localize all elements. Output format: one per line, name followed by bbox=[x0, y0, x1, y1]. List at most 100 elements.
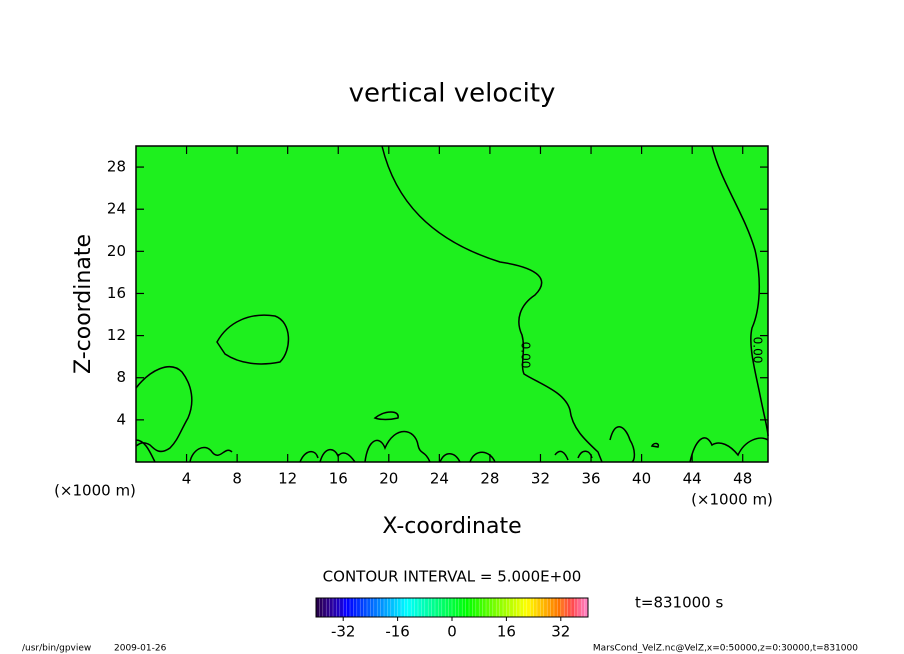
colorbar-tick-label: 32 bbox=[551, 623, 570, 641]
colorbar-cell bbox=[564, 598, 568, 617]
colorbar-tick-label: 0 bbox=[447, 623, 457, 641]
y-tick-label: 16 bbox=[107, 284, 126, 302]
colorbar-cell bbox=[401, 598, 405, 617]
colorbar-cell bbox=[438, 598, 443, 617]
colorbar-cell bbox=[489, 598, 494, 617]
plot-frame bbox=[135, 145, 769, 463]
colorbar-cell bbox=[584, 598, 589, 617]
colorbar-cell bbox=[390, 598, 395, 617]
colorbar-cell bbox=[387, 598, 392, 617]
colorbar-cell bbox=[441, 598, 446, 617]
plot-area bbox=[136, 146, 768, 462]
x-tick-label: 28 bbox=[480, 470, 499, 488]
x-tick-label: 20 bbox=[379, 470, 398, 488]
colorbar-cell bbox=[319, 598, 324, 617]
contour-line bbox=[135, 366, 193, 453]
colorbar-cell bbox=[537, 598, 541, 617]
colorbar-cell bbox=[506, 598, 511, 617]
colorbar-cell bbox=[486, 598, 490, 617]
colorbar-cell bbox=[333, 598, 337, 617]
colorbar-cell bbox=[472, 598, 477, 617]
colorbar-cell bbox=[465, 598, 470, 617]
colorbar-cell bbox=[435, 598, 439, 617]
y-tick-label: 4 bbox=[116, 410, 126, 428]
y-tick-label: 12 bbox=[107, 326, 126, 344]
colorbar-cell bbox=[326, 598, 330, 617]
colorbar-cell bbox=[475, 598, 480, 617]
colorbar-cell bbox=[581, 598, 585, 617]
colorbar-cell bbox=[523, 598, 528, 617]
colorbar-cell bbox=[428, 598, 432, 617]
colorbar-cell bbox=[509, 598, 514, 617]
colorbar-cell bbox=[343, 598, 347, 617]
colorbar-cell bbox=[407, 598, 412, 617]
y-unit: (×1000 m) bbox=[54, 482, 136, 500]
colorbar-cell bbox=[360, 598, 364, 617]
colorbar-cell bbox=[424, 598, 429, 617]
y-tick-label: 24 bbox=[107, 200, 126, 218]
colorbar-tick-label: -16 bbox=[385, 623, 410, 641]
colorbar-cell bbox=[339, 598, 344, 617]
colorbar-cell bbox=[370, 598, 375, 617]
colorbar-cell bbox=[353, 598, 358, 617]
colorbar-cell bbox=[530, 598, 534, 617]
colorbar-cell bbox=[554, 598, 558, 617]
contour-label: 0.00 bbox=[751, 337, 765, 364]
y-axis-title: Z-coordinate bbox=[71, 234, 96, 374]
colorbar-cell bbox=[520, 598, 524, 617]
colorbar-cell bbox=[482, 598, 487, 617]
x-tick-label: 36 bbox=[581, 470, 600, 488]
colorbar-cell bbox=[445, 598, 449, 617]
colorbar-cell bbox=[574, 598, 579, 617]
y-tick-label: 20 bbox=[107, 242, 126, 260]
colorbar-cell bbox=[363, 598, 368, 617]
colorbar-cell bbox=[567, 598, 572, 617]
y-tick-label: 8 bbox=[116, 368, 126, 386]
colorbar-cell bbox=[397, 598, 402, 617]
colorbar-cell bbox=[336, 598, 341, 617]
colorbar-cell bbox=[571, 598, 575, 617]
colorbar-cell bbox=[577, 598, 582, 617]
colorbar-cell bbox=[414, 598, 419, 617]
colorbar-cell bbox=[448, 598, 453, 617]
colorbar-cell bbox=[346, 598, 351, 617]
y-tick-label: 28 bbox=[107, 158, 126, 176]
colorbar-cell bbox=[560, 598, 565, 617]
colorbar-cell bbox=[373, 598, 378, 617]
colorbar-cell bbox=[499, 598, 504, 617]
x-tick-label: 48 bbox=[733, 470, 752, 488]
contour-line bbox=[650, 442, 660, 448]
colorbar-cell bbox=[322, 598, 327, 617]
colorbar-cell bbox=[513, 598, 517, 617]
colorbar-cell bbox=[469, 598, 473, 617]
colorbar-cell bbox=[316, 598, 320, 617]
colorbar-cell bbox=[421, 598, 426, 617]
footer-right: MarsCond_VelZ.nc@VelZ,x=0:50000,z=0:3000… bbox=[593, 644, 858, 654]
colorbar: -32 -16 0 16 32 bbox=[315, 597, 589, 641]
colorbar-cell bbox=[452, 598, 456, 617]
colorbar-cell bbox=[350, 598, 354, 617]
x-tick-label: 4 bbox=[182, 470, 192, 488]
x-tick-label: 12 bbox=[278, 470, 297, 488]
colorbar-cell bbox=[380, 598, 385, 617]
colorbar-cell bbox=[411, 598, 415, 617]
colorbar-cell bbox=[550, 598, 555, 617]
colorbar-tick-label: 16 bbox=[497, 623, 516, 641]
x-tick-label: 8 bbox=[232, 470, 242, 488]
colorbar-cell bbox=[533, 598, 538, 617]
colorbar-cell bbox=[431, 598, 436, 617]
colorbar-cell bbox=[547, 598, 551, 617]
colorbar-cell bbox=[418, 598, 422, 617]
contour-line bbox=[216, 314, 290, 365]
footer-left: /usr/bin/gpview bbox=[22, 644, 91, 654]
colorbar-cell bbox=[404, 598, 409, 617]
colorbar-cell bbox=[479, 598, 483, 617]
x-tick-label: 24 bbox=[430, 470, 449, 488]
colorbar-cell bbox=[492, 598, 497, 617]
colorbar-tick-label: -32 bbox=[331, 623, 356, 641]
colorbar-cell bbox=[503, 598, 507, 617]
colorbar-cell bbox=[455, 598, 460, 617]
colorbar-cell bbox=[377, 598, 381, 617]
